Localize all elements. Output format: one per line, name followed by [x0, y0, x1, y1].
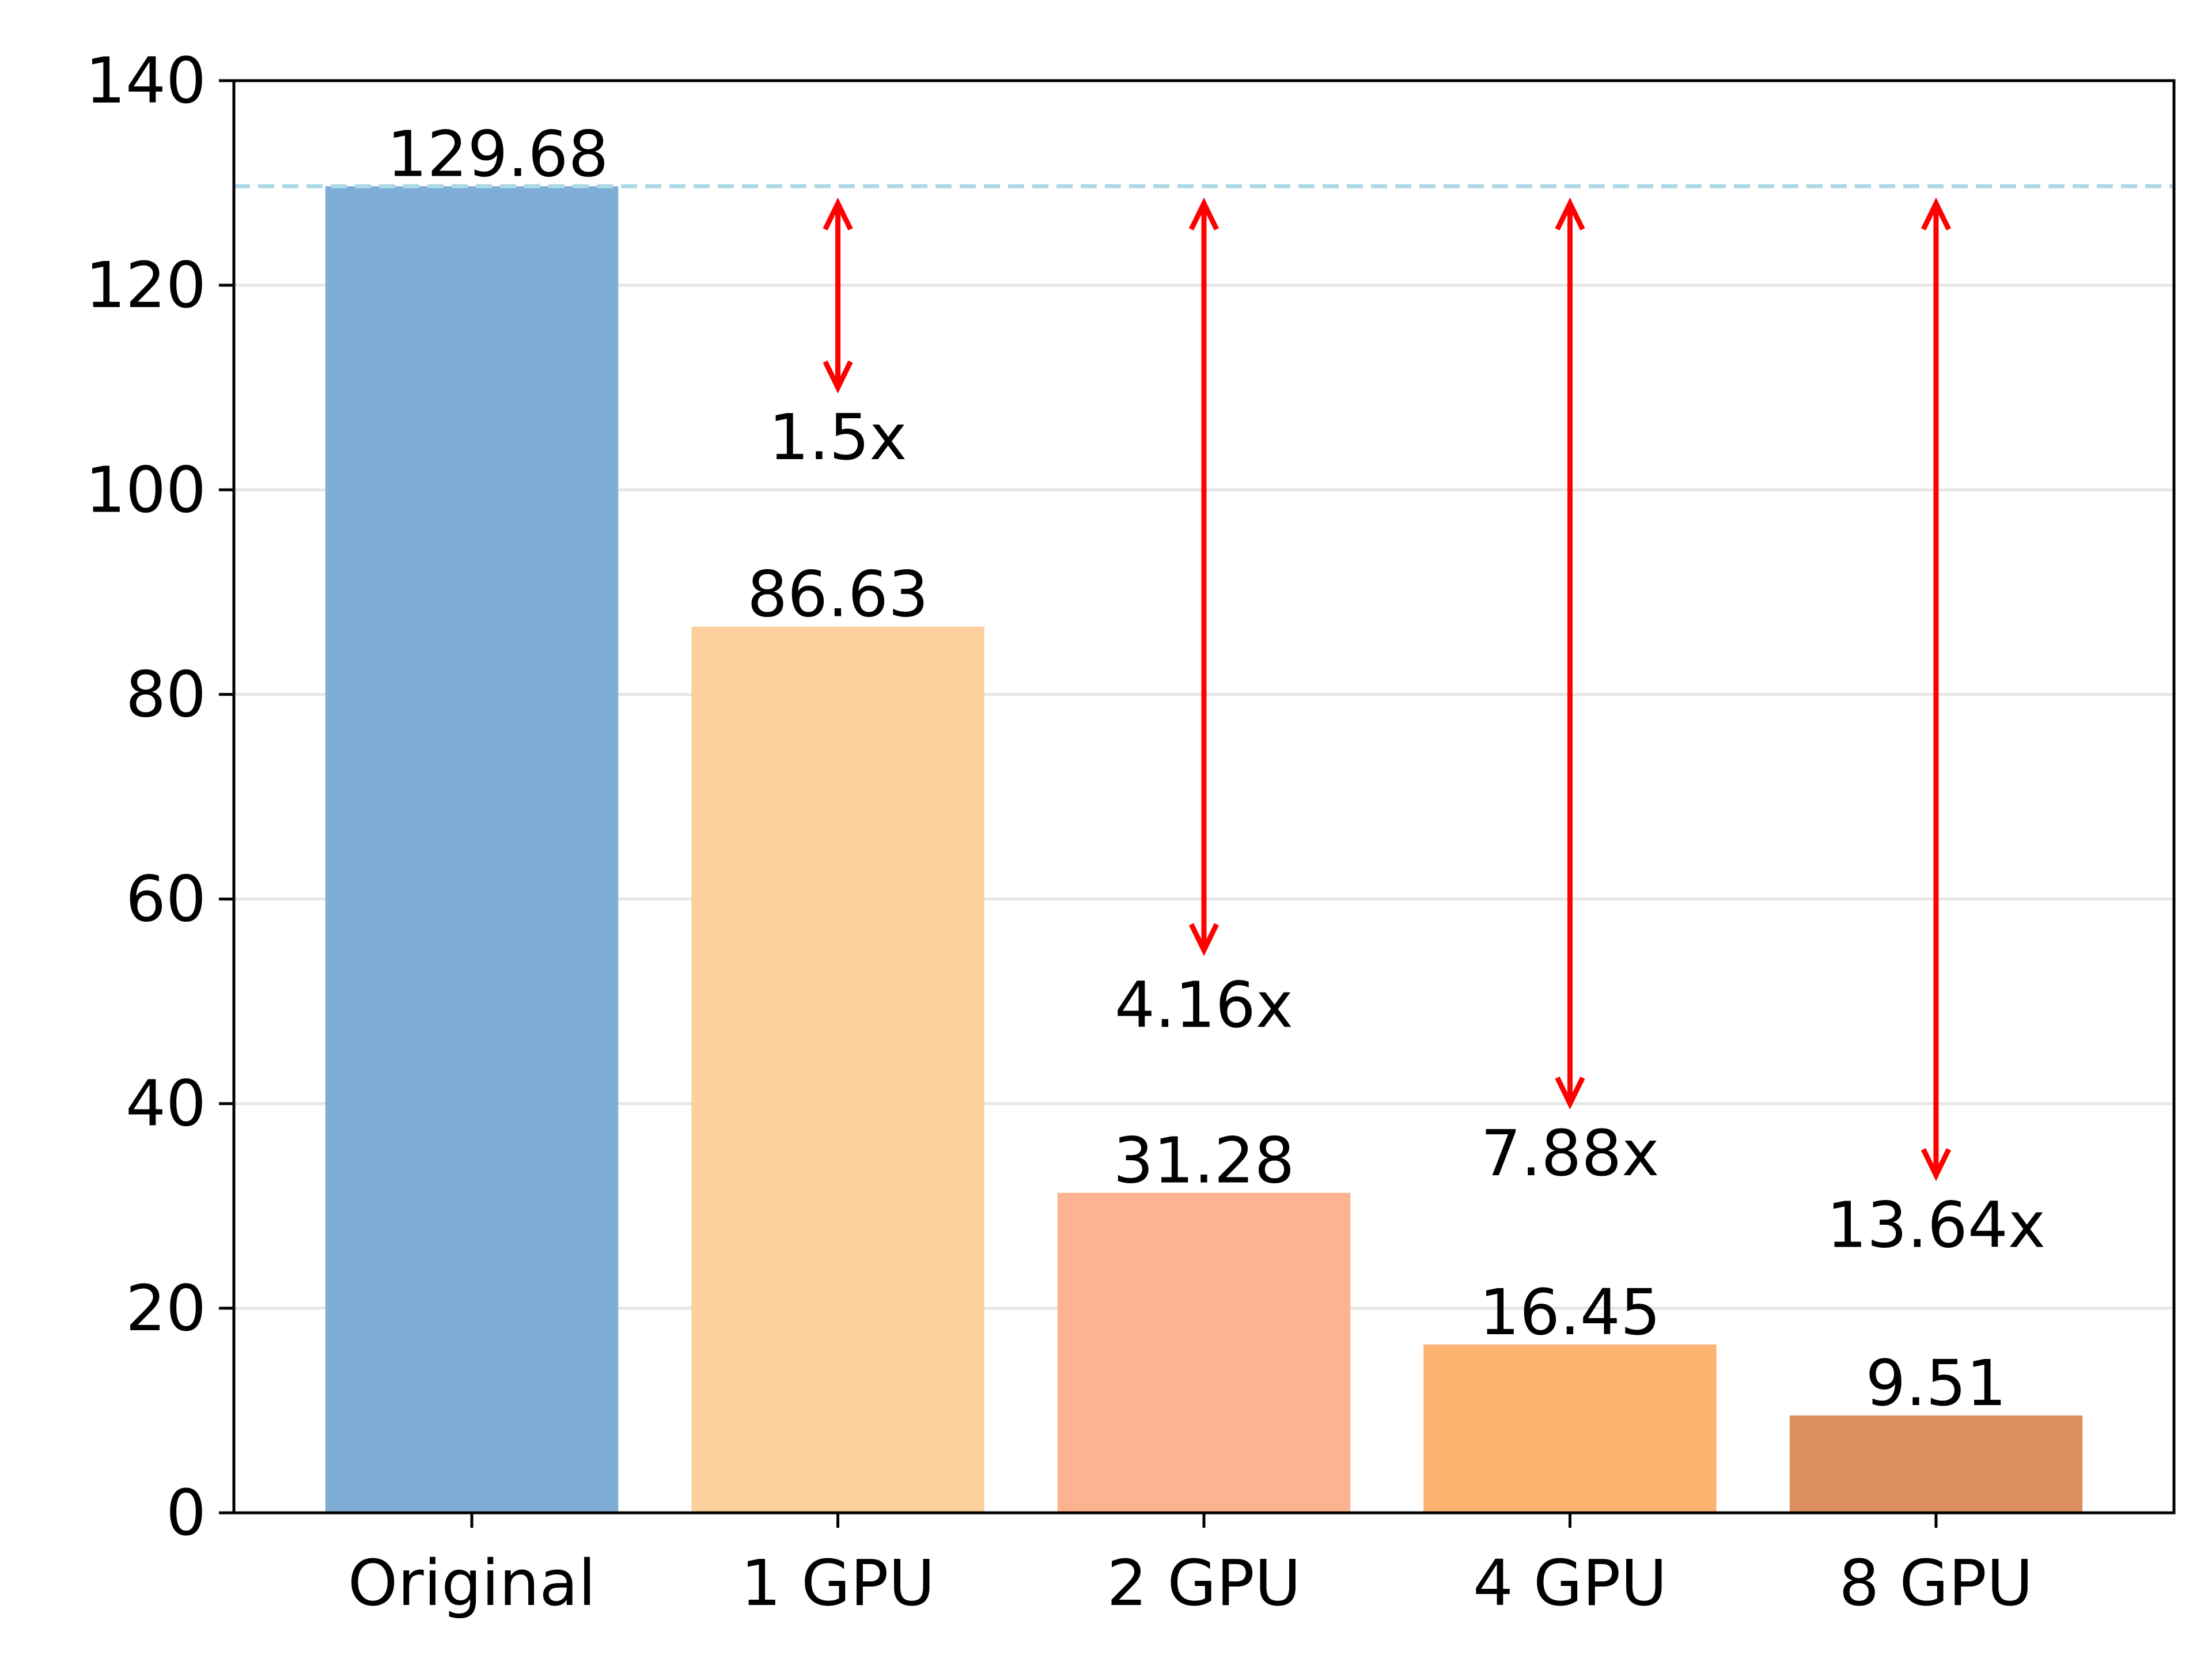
speedup-arrow-head-top	[1188, 197, 1219, 231]
bar-value-label: 9.51	[1865, 1346, 2006, 1420]
speedup-arrow-head-bottom	[1188, 923, 1219, 956]
x-tick-label: 1 GPU	[741, 1546, 935, 1620]
y-tick-label: 80	[126, 657, 206, 731]
speedup-arrow-head-top	[1555, 197, 1585, 231]
speedup-arrow-head-bottom	[1921, 1148, 1951, 1182]
speedup-arrow-head-bottom	[1555, 1076, 1585, 1110]
bar-1-gpu	[691, 626, 984, 1513]
x-tick-label: 2 GPU	[1107, 1546, 1301, 1620]
bar-8-gpu	[1789, 1415, 2083, 1513]
y-tick-label: 40	[126, 1067, 206, 1141]
speedup-label: 7.88x	[1480, 1116, 1659, 1190]
axes: 0 20 40 60 80 100 120 140 Original 1 GPU 2 GPU 4 GP…	[85, 44, 2176, 1620]
speedup-arrows	[823, 197, 1951, 1182]
bar-original	[325, 186, 619, 1513]
y-tick-label: 120	[85, 248, 206, 322]
x-tick-label: 4 GPU	[1473, 1546, 1667, 1620]
bar-value-label: 31.28	[1113, 1124, 1295, 1198]
bars	[325, 186, 2083, 1513]
speedup-arrow-head-top	[1921, 197, 1951, 231]
speedup-arrow-head-top	[823, 197, 853, 231]
speedup-label: 13.64x	[1827, 1188, 2046, 1262]
bar-2-gpu	[1057, 1192, 1351, 1513]
y-tick-label: 140	[85, 44, 206, 118]
bar-value-label: 129.68	[387, 117, 609, 191]
x-tick-label: Original	[348, 1546, 596, 1620]
y-tick-label: 0	[166, 1476, 206, 1550]
bar-value-label: 16.45	[1479, 1275, 1661, 1349]
y-tick-label: 100	[85, 453, 206, 527]
speedup-label: 4.16x	[1115, 968, 1293, 1042]
speedup-label: 1.5x	[769, 400, 907, 474]
y-tick-label: 20	[126, 1271, 206, 1345]
bar-4-gpu	[1423, 1344, 1717, 1513]
x-tick-label: 8 GPU	[1839, 1546, 2033, 1620]
value-labels: 1.5x 4.16x 7.88x 13.64x 129.68 86.63 31.28 16.4…	[387, 117, 2046, 1420]
y-tick-label: 60	[126, 862, 206, 936]
speedup-arrow-head-bottom	[823, 360, 853, 393]
bar-value-label: 86.63	[747, 558, 929, 631]
